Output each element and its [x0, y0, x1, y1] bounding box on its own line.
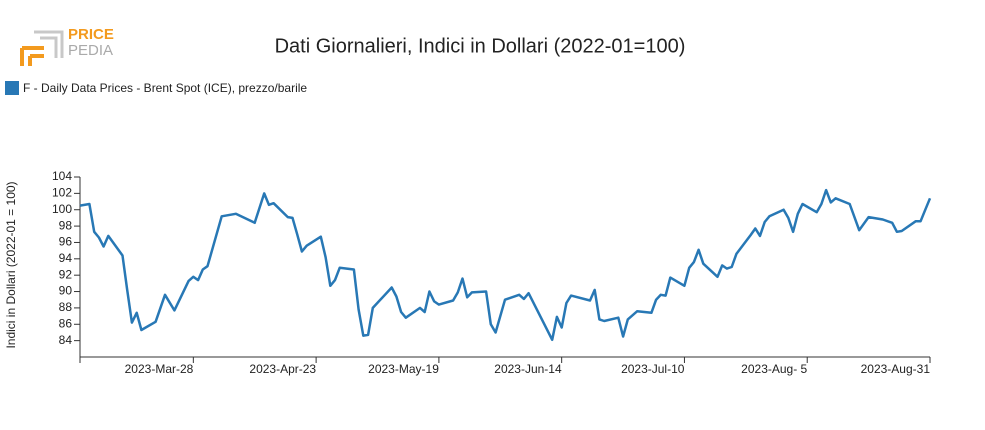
y-tick-label: 104: [52, 169, 72, 183]
y-axis-label: Indici in Dollari (2022-01 = 100): [4, 181, 18, 348]
logo-text: PEDIA: [68, 42, 113, 59]
x-tick-label: 2023-Jun-14: [494, 362, 562, 376]
y-tick-label: 88: [59, 300, 73, 314]
y-tick-label: 98: [59, 218, 73, 232]
y-tick-label: 92: [59, 267, 73, 281]
logo-mark: [20, 46, 44, 66]
legend-label: F - Daily Data Prices - Brent Spot (ICE)…: [23, 81, 307, 95]
x-tick-label: 2023-Jul-10: [621, 362, 685, 376]
y-tick-label: 102: [52, 186, 72, 200]
series-line: [79, 188, 932, 342]
y-tick-label: 94: [59, 251, 73, 265]
x-tick-label: 2023-May-19: [368, 362, 439, 376]
x-tick-label: 2023-Apr-23: [249, 362, 316, 376]
y-tick-label: 90: [59, 284, 73, 298]
y-tick-label: 84: [59, 333, 73, 347]
x-tick-label: 2023-Aug- 5: [741, 362, 807, 376]
logo-mark-grey: [34, 30, 64, 58]
logo-text: PRICE: [68, 26, 114, 43]
logo: PRICE PEDIA: [20, 26, 114, 66]
chart-title: Dati Giornalieri, Indici in Dollari (202…: [275, 35, 686, 57]
y-tick-label: 86: [59, 316, 73, 330]
legend-swatch: [5, 81, 19, 95]
y-tick-label: 100: [52, 202, 72, 216]
x-tick-label: 2023-Aug-31: [861, 362, 931, 376]
x-tick-label: 2023-Mar-28: [125, 362, 194, 376]
y-tick-label: 96: [59, 235, 73, 249]
